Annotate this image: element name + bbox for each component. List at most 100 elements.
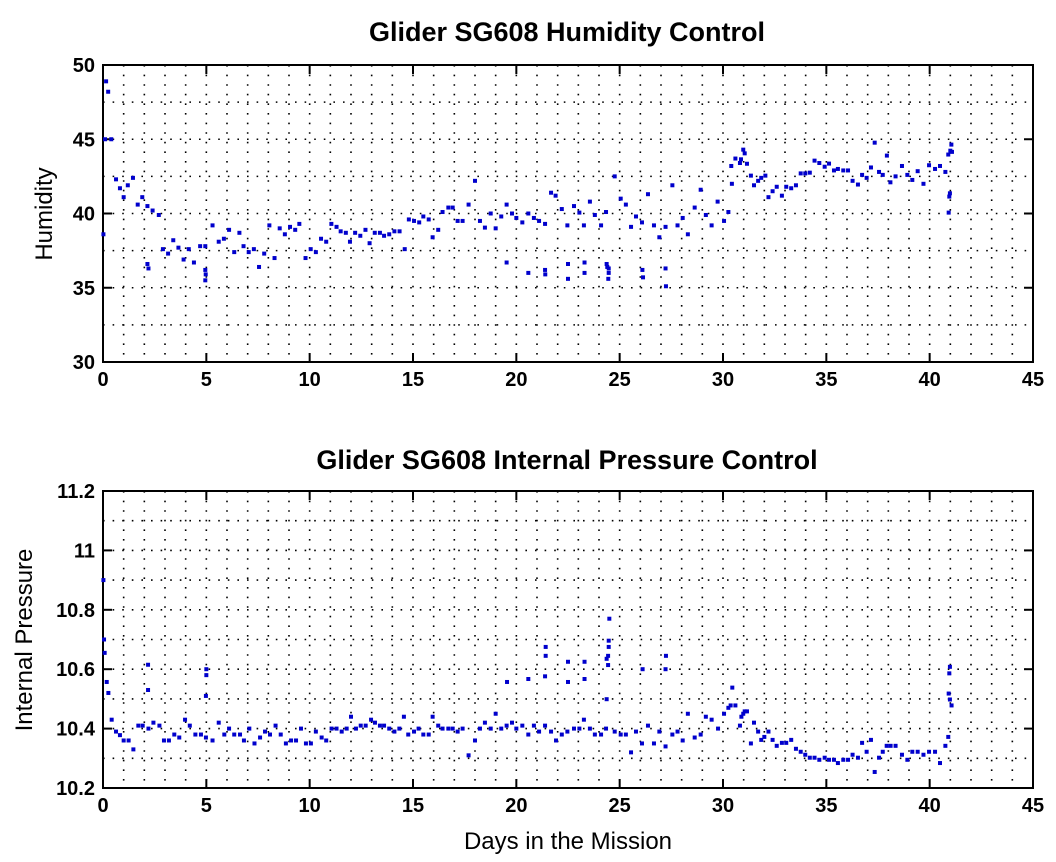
pressure-x-tick-label: 40 bbox=[919, 795, 941, 817]
pressure-data-point bbox=[258, 735, 263, 740]
pressure-data-point bbox=[709, 717, 714, 722]
pressure-data-point bbox=[604, 726, 609, 731]
humidity-data-point bbox=[726, 210, 731, 215]
humidity-data-point bbox=[221, 236, 226, 241]
pressure-data-point bbox=[298, 726, 303, 731]
humidity-data-point bbox=[841, 168, 846, 173]
humidity-data-point bbox=[509, 211, 514, 216]
humidity-x-tick-label: 0 bbox=[97, 369, 108, 391]
pressure-data-point bbox=[273, 723, 278, 728]
humidity-data-point bbox=[520, 220, 525, 225]
pressure-data-point bbox=[543, 723, 548, 728]
humidity-data-point bbox=[663, 266, 668, 271]
humidity-data-point bbox=[387, 232, 392, 237]
pressure-data-point bbox=[216, 720, 221, 725]
humidity-data-point bbox=[663, 224, 668, 229]
humidity-data-point bbox=[347, 239, 352, 244]
humidity-data-point bbox=[210, 223, 215, 228]
humidity-data-point bbox=[623, 202, 628, 207]
humidity-data-point bbox=[927, 163, 932, 168]
pressure-data-point bbox=[946, 691, 951, 696]
humidity-data-point bbox=[101, 232, 106, 237]
humidity-data-point bbox=[571, 204, 576, 209]
pressure-data-point bbox=[412, 729, 417, 734]
pressure-data-point bbox=[629, 750, 634, 755]
pressure-data-point bbox=[136, 723, 141, 728]
humidity-data-point bbox=[526, 211, 531, 216]
pressure-data-point bbox=[645, 723, 650, 728]
humidity-data-point bbox=[251, 247, 256, 252]
humidity-data-point bbox=[440, 210, 445, 215]
humidity-data-point bbox=[949, 149, 954, 154]
pressure-data-point bbox=[565, 729, 570, 734]
humidity-data-point bbox=[803, 171, 808, 176]
pressure-data-point bbox=[756, 729, 761, 734]
pressure-data-point bbox=[126, 738, 131, 743]
pressure-y-tick-label: 10.2 bbox=[56, 778, 95, 800]
pressure-data-point bbox=[440, 726, 445, 731]
humidity-data-point bbox=[846, 168, 851, 173]
humidity-data-point bbox=[537, 218, 542, 223]
humidity-axes-frame bbox=[102, 64, 1034, 363]
pressure-data-point bbox=[554, 738, 559, 743]
humidity-data-point bbox=[855, 182, 860, 187]
pressure-data-point bbox=[241, 738, 246, 743]
pressure-data-point bbox=[526, 677, 531, 682]
humidity-data-point bbox=[109, 137, 114, 142]
humidity-data-point bbox=[910, 177, 915, 182]
humidity-data-point bbox=[698, 187, 703, 192]
pressure-data-point bbox=[543, 653, 548, 658]
humidity-data-point bbox=[140, 195, 145, 200]
humidity-data-point bbox=[293, 227, 298, 232]
pressure-data-point bbox=[606, 653, 611, 658]
humidity-data-point bbox=[358, 233, 363, 238]
humidity-data-point bbox=[817, 161, 822, 166]
pressure-data-point bbox=[868, 737, 873, 742]
pressure-data-point bbox=[812, 755, 817, 760]
humidity-x-tick-label: 10 bbox=[299, 369, 321, 391]
pressure-data-point bbox=[416, 726, 421, 731]
humidity-data-point bbox=[504, 202, 509, 207]
humidity-data-point bbox=[752, 183, 756, 188]
humidity-data-point bbox=[872, 140, 877, 145]
humidity-data-point bbox=[639, 220, 644, 225]
humidity-data-point bbox=[412, 218, 417, 223]
humidity-data-point bbox=[612, 174, 617, 179]
pressure-data-point bbox=[106, 690, 111, 695]
pressure-data-point bbox=[308, 741, 313, 746]
humidity-data-point bbox=[514, 215, 519, 220]
humidity-data-point bbox=[549, 190, 554, 195]
pressure-x-tick-label: 10 bbox=[299, 795, 321, 817]
pressure-x-tick-label: 30 bbox=[712, 795, 734, 817]
humidity-data-point bbox=[559, 207, 564, 212]
humidity-data-point bbox=[680, 215, 685, 220]
pressure-y-tick-label: 10.6 bbox=[56, 659, 95, 681]
pressure-data-point bbox=[921, 752, 926, 757]
humidity-data-point bbox=[488, 211, 493, 216]
pressure-data-point bbox=[633, 729, 638, 734]
pressure-data-point bbox=[946, 734, 951, 739]
pressure-data-point bbox=[203, 735, 208, 740]
pressure-data-point bbox=[680, 738, 685, 743]
humidity-data-point bbox=[277, 226, 282, 231]
pressure-data-point bbox=[741, 711, 746, 716]
pressure-data-point bbox=[369, 717, 374, 722]
pressure-data-point bbox=[436, 723, 441, 728]
humidity-x-tick-label: 15 bbox=[402, 369, 424, 391]
pressure-data-point bbox=[850, 752, 855, 757]
pressure-data-point bbox=[146, 726, 151, 731]
pressure-data-point bbox=[582, 659, 587, 664]
pressure-data-point bbox=[703, 714, 708, 719]
humidity-data-point bbox=[949, 142, 954, 147]
pressure-data-point bbox=[166, 738, 171, 743]
pressure-data-point bbox=[604, 656, 609, 661]
humidity-data-point bbox=[382, 233, 387, 238]
humidity-data-point bbox=[606, 270, 611, 275]
humidity-data-point bbox=[770, 189, 775, 194]
humidity-data-point bbox=[106, 89, 111, 94]
pressure-data-point bbox=[377, 723, 382, 728]
pressure-data-point bbox=[294, 738, 299, 743]
humidity-data-point bbox=[738, 157, 743, 162]
humidity-data-point bbox=[670, 183, 675, 188]
pressure-x-tick-label: 0 bbox=[97, 795, 108, 817]
